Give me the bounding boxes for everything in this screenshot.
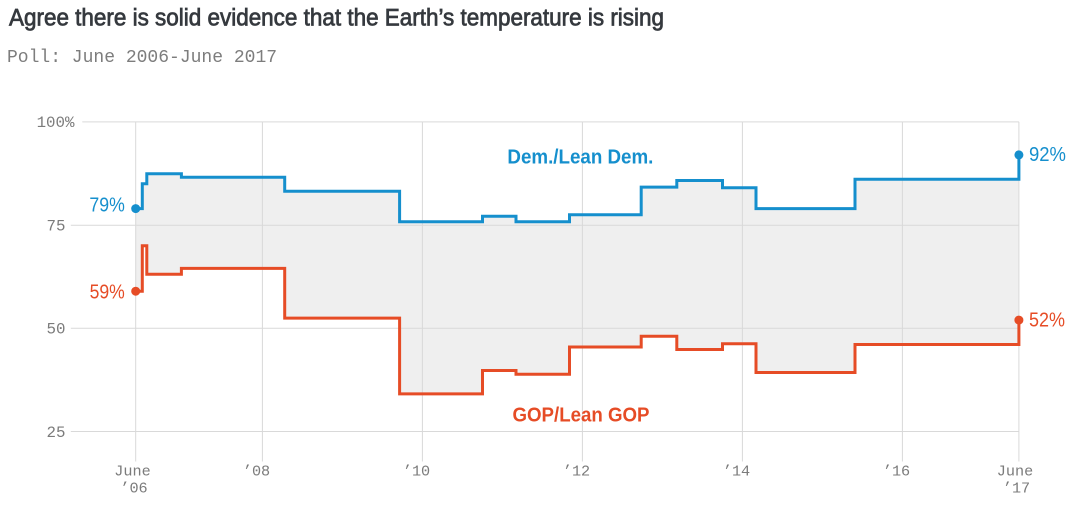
svg-text:’14: ’14 <box>723 462 750 480</box>
svg-text:’06: ’06 <box>120 479 147 497</box>
svg-text:’10: ’10 <box>403 462 430 480</box>
svg-text:75: 75 <box>47 218 66 236</box>
svg-text:Dem./Lean Dem.: Dem./Lean Dem. <box>507 147 653 169</box>
svg-text:June: June <box>997 462 1033 480</box>
svg-text:92%: 92% <box>1029 144 1066 166</box>
svg-text:’12: ’12 <box>563 462 590 480</box>
svg-text:June: June <box>114 462 150 480</box>
svg-text:50: 50 <box>47 321 66 339</box>
svg-text:25: 25 <box>47 424 66 442</box>
svg-text:’17: ’17 <box>1003 479 1030 497</box>
svg-text:Agree there is solid evidence: Agree there is solid evidence that the E… <box>9 5 664 32</box>
svg-text:Poll: June 2006-June 2017: Poll: June 2006-June 2017 <box>7 48 277 68</box>
svg-text:100%: 100% <box>37 114 75 132</box>
svg-text:59%: 59% <box>90 281 125 303</box>
svg-text:’08: ’08 <box>243 462 270 480</box>
svg-text:’16: ’16 <box>883 462 910 480</box>
svg-text:79%: 79% <box>89 195 125 217</box>
svg-text:52%: 52% <box>1029 309 1065 331</box>
svg-text:GOP/Lean GOP: GOP/Lean GOP <box>513 404 650 426</box>
